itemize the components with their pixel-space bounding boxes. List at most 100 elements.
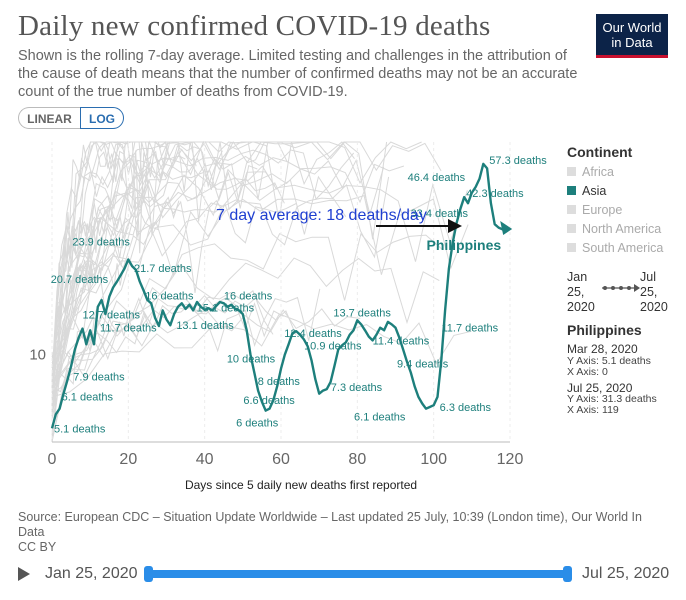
logo-line-1: Our World — [602, 20, 662, 35]
legend-title: Continent — [567, 144, 633, 160]
background-country-line — [51, 149, 355, 372]
legend-label: South America — [582, 241, 664, 255]
annotation-layer: 7 day average: 18 deaths/day — [216, 207, 462, 233]
mini-start-month: Jan — [567, 270, 588, 284]
annotation-text: 7 day average: 18 deaths/day — [216, 207, 427, 224]
timeline-start-date: Jan 25, 2020 — [45, 565, 138, 582]
background-country-line — [51, 144, 223, 399]
background-country-line — [51, 190, 180, 421]
license-link[interactable]: CC BY — [18, 540, 57, 554]
owid-logo[interactable]: Our World in Data — [596, 14, 668, 58]
data-label: 16 deaths — [224, 290, 273, 302]
x-tick-label: 60 — [272, 451, 290, 468]
data-label: 33.4 deaths — [411, 208, 469, 220]
selection-start-y: Y Axis: 5.1 deaths — [567, 355, 651, 367]
data-label: 6.1 deaths — [354, 412, 406, 424]
data-label: 10 deaths — [227, 354, 276, 366]
play-icon[interactable] — [16, 565, 32, 583]
data-label: 13.1 deaths — [176, 320, 234, 332]
legend-item-south-america[interactable]: South America — [567, 241, 663, 255]
mini-start-year: 2020 — [567, 300, 595, 314]
series-layer[interactable]: Philippines — [50, 162, 513, 429]
x-tick-label: 40 — [196, 451, 214, 468]
series-name-label: Philippines — [426, 237, 501, 253]
background-country-line — [51, 141, 442, 441]
data-label: 42.3 deaths — [466, 188, 524, 200]
background-country-line — [51, 297, 284, 385]
gridlines — [51, 142, 511, 442]
data-label: 13.7 deaths — [333, 307, 391, 319]
legend-label: Africa — [582, 165, 614, 179]
background-country-line — [51, 157, 258, 388]
data-label: 7.9 deaths — [73, 371, 125, 383]
background-country-line — [51, 232, 443, 442]
data-label: 6.6 deaths — [243, 395, 295, 407]
annotation-arrow-head — [448, 219, 462, 233]
x-tick-label: 0 — [48, 451, 57, 468]
mini-timeline-track[interactable] — [600, 282, 640, 294]
background-country-line — [51, 197, 347, 390]
axes: 0 20 40 60 80 100 120 10 Days since 5 daily new … — [29, 347, 523, 492]
data-label: 16 deaths — [145, 290, 194, 302]
background-country-lines — [51, 140, 472, 443]
legend-item-north-america[interactable]: North America — [567, 222, 661, 236]
linear-scale-button[interactable]: LINEAR — [18, 107, 80, 129]
background-country-line — [51, 257, 440, 389]
selection-start-x: X Axis: 0 — [567, 366, 608, 378]
data-label: 57.3 deaths — [489, 155, 547, 167]
background-country-line — [51, 155, 385, 394]
data-label: 10.9 deaths — [304, 340, 362, 352]
legend-label: North America — [582, 222, 662, 236]
y-tick-label: 10 — [29, 347, 46, 364]
source-note: Source: European CDC – Situation Update … — [18, 510, 658, 555]
selected-country: Philippines — [567, 322, 642, 338]
timeline-slider[interactable] — [142, 564, 574, 584]
background-country-line — [51, 150, 149, 406]
x-tick-label: 80 — [348, 451, 366, 468]
timeline-start-handle[interactable] — [144, 566, 153, 582]
x-tick-label: 120 — [497, 451, 524, 468]
data-label: 5.1 deaths — [54, 423, 106, 435]
data-label: 11.7 deaths — [100, 323, 157, 335]
data-label: 15.1 deaths — [197, 303, 255, 315]
log-scale-button[interactable]: LOG — [80, 107, 124, 129]
mini-timeline-start: Jan 25, 2020 — [567, 270, 595, 315]
timeline-range-bar — [148, 570, 568, 578]
logo-line-2: in Data — [611, 35, 653, 50]
background-country-line — [51, 194, 469, 443]
data-label: 46.4 deaths — [408, 172, 466, 184]
legend-item-asia[interactable]: Asia — [567, 184, 606, 198]
legend-item-africa[interactable]: Africa — [567, 165, 614, 179]
mini-timeline-end: Jul 25, 2020 — [640, 270, 668, 315]
data-label: 11.7 deaths — [441, 323, 498, 335]
background-country-line — [51, 220, 93, 383]
data-label: 9.4 deaths — [397, 358, 449, 370]
x-axis-label: Days since 5 daily new deaths first repo… — [185, 478, 417, 492]
x-tick-label: 100 — [420, 451, 447, 468]
legend-label: Europe — [582, 203, 623, 217]
legend-swatch — [567, 205, 576, 214]
legend-swatch — [567, 243, 576, 252]
background-country-line — [51, 181, 468, 385]
legend-swatch — [567, 224, 576, 233]
legend-item-europe[interactable]: Europe — [567, 203, 622, 217]
background-country-line — [51, 259, 105, 377]
data-label: 8 deaths — [258, 376, 301, 388]
timeline-end-handle[interactable] — [563, 566, 572, 582]
legend-label: Asia — [582, 184, 607, 198]
data-label: 12.4 deaths — [284, 328, 342, 340]
chart-title: Daily new confirmed COVID-19 deaths — [18, 10, 491, 42]
data-labels-layer: 5.1 deaths 6.1 deaths 7.9 deaths 11.7 death… — [51, 155, 548, 435]
series-line-philippines[interactable] — [50, 162, 507, 429]
legend-swatch — [567, 167, 576, 176]
background-country-line — [51, 140, 171, 378]
data-label: 6.3 deaths — [440, 402, 492, 414]
selection-end-x: X Axis: 119 — [567, 404, 619, 416]
data-label: 6.1 deaths — [62, 392, 114, 404]
data-label: 21.7 deaths — [134, 263, 192, 275]
data-label: 23.9 deaths — [72, 236, 130, 248]
data-label: 6 deaths — [236, 418, 279, 430]
line-chart[interactable]: 0 20 40 60 80 100 120 10 Days since 5 daily new … — [0, 130, 560, 500]
mini-start-day: 25, — [567, 285, 585, 299]
background-country-line — [51, 141, 388, 408]
